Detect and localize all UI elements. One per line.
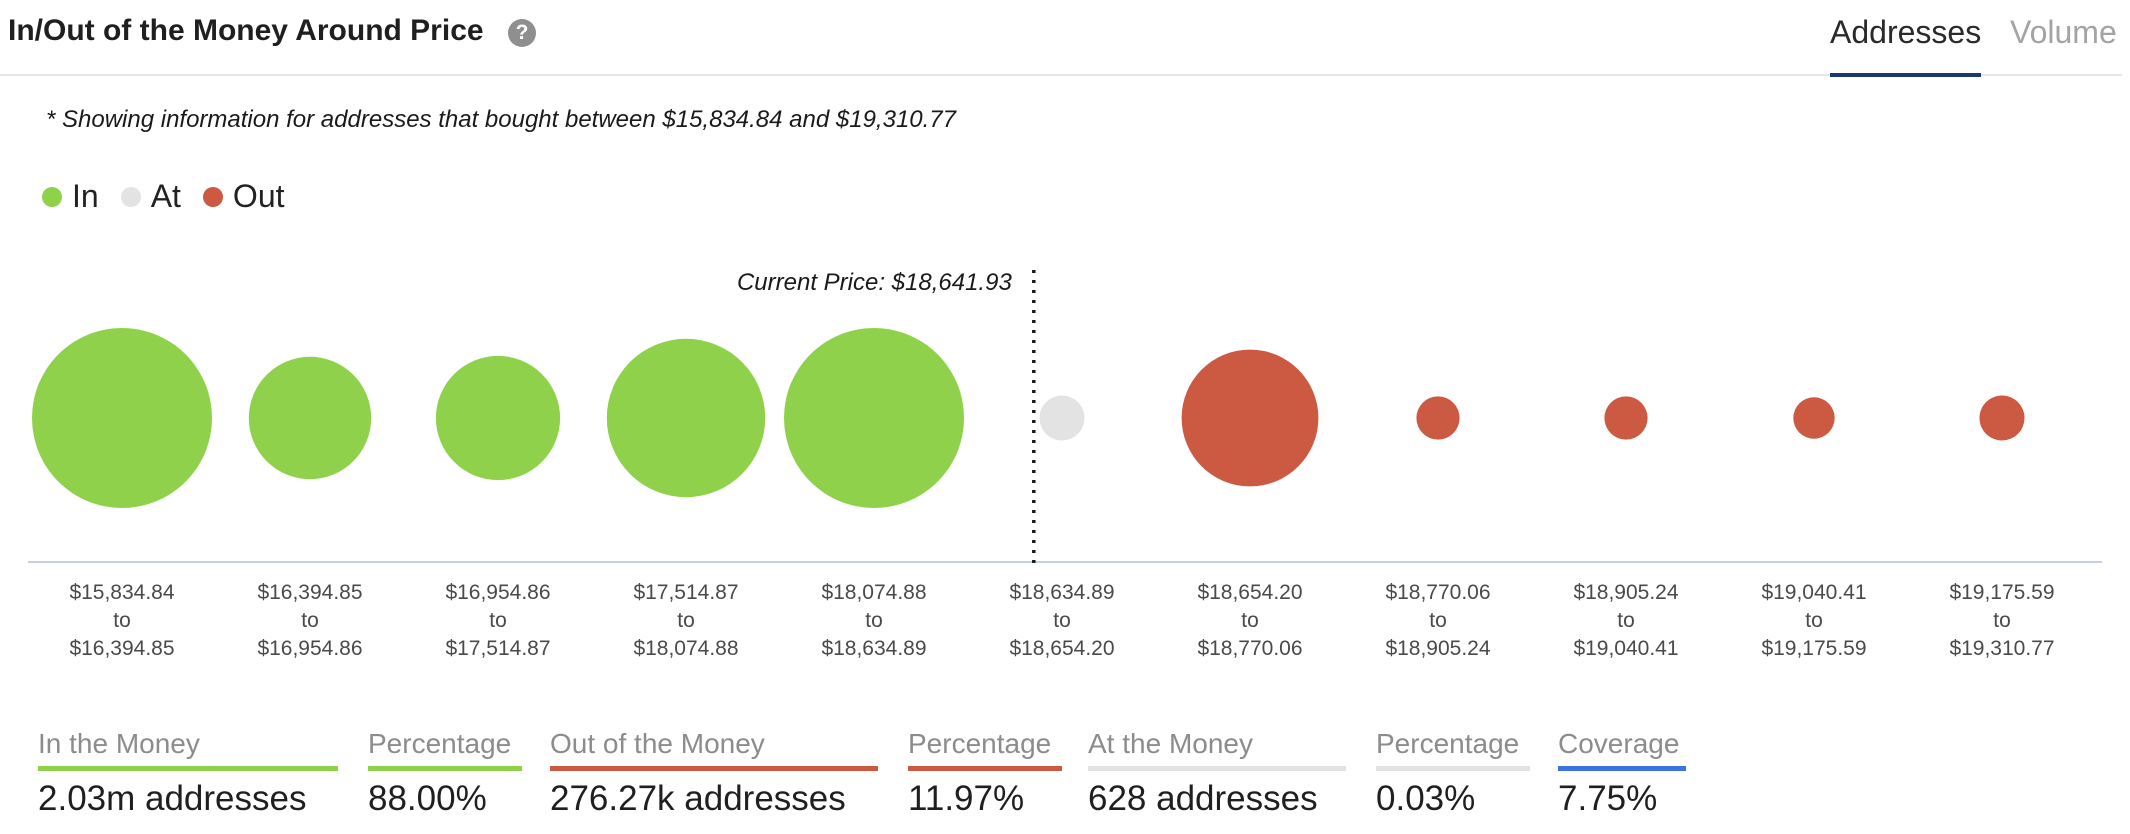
tick-label-from: $18,074.88 [821, 581, 926, 604]
bubble-in [248, 356, 372, 480]
tick-label-to: $18,074.88 [633, 637, 738, 660]
tick-label-connector: to [113, 609, 131, 632]
stat-label: Percentage [1376, 728, 1520, 759]
tick-label-connector: to [1993, 609, 2011, 632]
bubble-out [1979, 395, 2025, 441]
legend-dot-out [202, 186, 223, 207]
stat-out-of-the-money: Out of the Money 276.27k addresses [550, 728, 878, 819]
tick-label-from: $15,834.84 [69, 581, 174, 604]
bubble-in [435, 355, 561, 481]
tick-label-from: $17,514.87 [633, 581, 738, 604]
stat-label: At the Money [1088, 728, 1253, 759]
legend-item-at[interactable]: At [120, 178, 181, 215]
stat-label: Percentage [908, 728, 1052, 759]
stat-value: 88.00% [368, 779, 487, 818]
stat-coverage: Coverage 7.75% [1558, 728, 1686, 819]
stat-underline [550, 766, 878, 771]
legend-item-out[interactable]: Out [202, 178, 285, 215]
stat-label: In the Money [38, 728, 200, 759]
stat-out-percentage: Percentage 11.97% [908, 728, 1062, 819]
tick-label-from: $18,905.24 [1573, 581, 1678, 604]
tick-label-from: $16,394.85 [257, 581, 362, 604]
bubble-in [606, 338, 766, 498]
stat-underline [368, 766, 522, 771]
tab-volume[interactable]: Volume [2010, 14, 2117, 51]
stat-value: 628 addresses [1088, 779, 1318, 818]
tick-label-from: $19,040.41 [1761, 581, 1866, 604]
legend-item-in[interactable]: In [42, 178, 99, 215]
active-tab-underline [1830, 73, 1982, 77]
stat-in-the-money: In the Money 2.03m addresses [38, 728, 338, 819]
legend-label-at: At [150, 178, 181, 214]
bubble-chart: Current Price: $18,641.93 $15,834.84 to $16… [28, 269, 2102, 660]
tick-label-to: $18,770.06 [1197, 637, 1302, 660]
header: In/Out of the Money Around Price ? Addre… [0, 0, 2122, 77]
tick-label-to: $16,954.86 [257, 637, 362, 660]
stat-underline [1558, 766, 1686, 771]
stat-value: 2.03m addresses [38, 779, 307, 818]
tick-label-from: $19,175.59 [1949, 581, 2054, 604]
tick-label-from: $16,954.86 [445, 581, 550, 604]
stat-in-percentage: Percentage 88.00% [368, 728, 522, 819]
bubble-out [1181, 349, 1319, 487]
tick-label-to: $17,514.87 [445, 637, 550, 660]
tick-label-connector: to [1429, 609, 1447, 632]
tick-label-from: $18,634.89 [1009, 581, 1114, 604]
tick-label-connector: to [1805, 609, 1823, 632]
tick-label-to: $19,175.59 [1761, 637, 1866, 660]
tick-label-from: $18,770.06 [1385, 581, 1490, 604]
tick-label-from: $18,654.20 [1197, 581, 1302, 604]
tab-addresses[interactable]: Addresses [1830, 14, 1982, 77]
tick-label-to: $18,634.89 [821, 637, 926, 660]
tab-volume-label: Volume [2010, 14, 2117, 50]
bubble-out [1604, 396, 1648, 440]
stat-value: 7.75% [1558, 779, 1658, 818]
current-price-label: Current Price: $18,641.93 [737, 269, 1012, 296]
tick-label-to: $16,394.85 [69, 637, 174, 660]
legend-label-out: Out [232, 178, 285, 214]
tick-label-to: $19,310.77 [1949, 637, 2054, 660]
stat-underline [1376, 766, 1530, 771]
bubble-in [784, 328, 964, 508]
stat-underline [1088, 766, 1346, 771]
bubble-out [1416, 396, 1460, 440]
tick-label-connector: to [677, 609, 695, 632]
tick-label-to: $18,654.20 [1009, 637, 1114, 660]
stat-underline [38, 766, 338, 771]
stat-underline [908, 766, 1062, 771]
tick-label-connector: to [1053, 609, 1071, 632]
legend-label-in: In [72, 178, 99, 214]
stat-label: Percentage [368, 728, 512, 759]
legend-dot-at [120, 186, 141, 207]
stat-value: 11.97% [908, 779, 1025, 818]
stat-label: Out of the Money [550, 728, 765, 759]
tick-label-connector: to [489, 609, 507, 632]
tick-label-connector: to [1241, 609, 1259, 632]
bubble-at [1039, 395, 1085, 441]
range-note: * Showing information for addresses that… [46, 106, 956, 133]
stat-at-percentage: Percentage 0.03% [1376, 728, 1530, 819]
question-circle-icon[interactable]: ? [508, 19, 536, 47]
tick-label-connector: to [865, 609, 883, 632]
bubble-out [1793, 397, 1835, 439]
page-title: In/Out of the Money Around Price [8, 14, 484, 47]
legend-dot-in [42, 186, 62, 207]
tab-addresses-label: Addresses [1830, 14, 1982, 50]
stat-label: Coverage [1558, 728, 1680, 759]
stat-at-the-money: At the Money 628 addresses [1088, 728, 1346, 819]
tick-label-connector: to [1617, 609, 1635, 632]
bubble-in [32, 328, 212, 508]
tick-label-to: $18,905.24 [1385, 637, 1490, 660]
tick-label-to: $19,040.41 [1573, 637, 1678, 660]
stat-value: 0.03% [1376, 779, 1476, 818]
legend: In At Out [42, 178, 307, 215]
tick-label-connector: to [301, 609, 319, 632]
stat-value: 276.27k addresses [550, 779, 846, 818]
